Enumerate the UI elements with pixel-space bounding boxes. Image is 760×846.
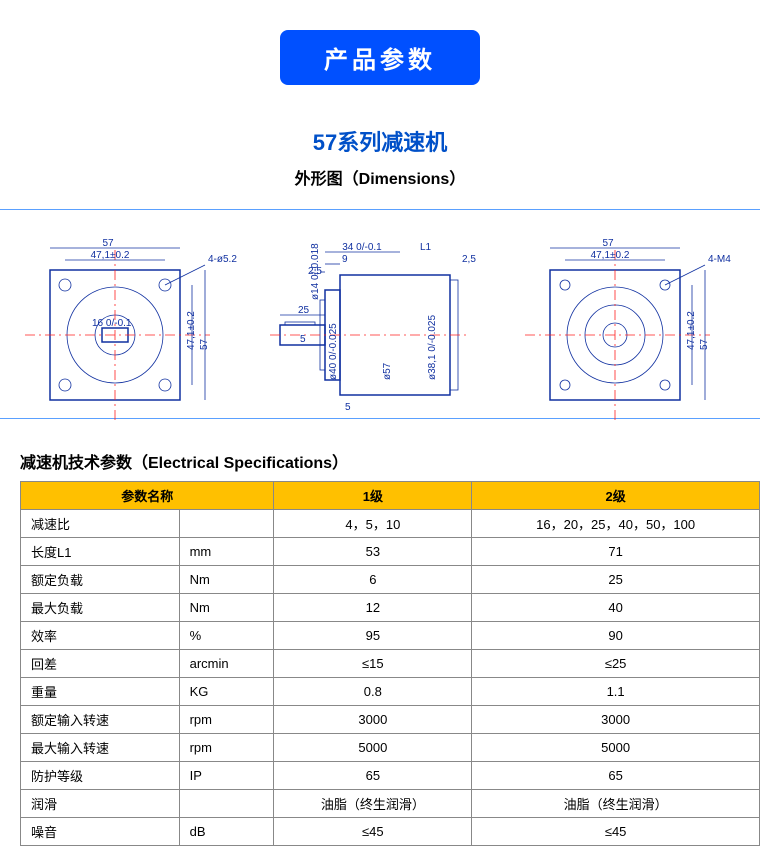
dimensions-subtitle: 外形图（Dimensions） (0, 165, 760, 189)
param-label: 额定输入转速 (21, 706, 180, 734)
param-level1: 5000 (274, 734, 472, 762)
param-label: 最大负载 (21, 594, 180, 622)
param-label: 减速比 (21, 510, 180, 538)
param-level2: ≤25 (472, 650, 760, 678)
dim-text: ø38,1 0/-0.025 (427, 315, 438, 380)
param-unit: IP (179, 762, 274, 790)
dimension-drawing: 57 47,1±0.2 4-ø5.2 16 0/-0.1 47,1±0.2 57… (0, 209, 760, 419)
table-row: 防护等级IP6565 (21, 762, 760, 790)
param-unit (179, 790, 274, 818)
dim-text: ø40 0/-0.025 (328, 323, 339, 380)
dim-text: 57 (602, 238, 614, 249)
param-level1: 6 (274, 566, 472, 594)
table-row: 长度L1mm5371 (21, 538, 760, 566)
col-header-level2: 2级 (472, 482, 760, 510)
dim-text: 5 (345, 402, 351, 413)
col-header-param: 参数名称 (21, 482, 274, 510)
param-label: 额定负载 (21, 566, 180, 594)
table-row: 润滑 油脂（终生润滑）油脂（终生润滑） (21, 790, 760, 818)
param-unit: arcmin (179, 650, 274, 678)
param-unit: Nm (179, 594, 274, 622)
dim-text: 4-M4 (708, 254, 731, 265)
spec-table: 参数名称 1级 2级 减速比4，5，1016，20，25，40，50，100长度… (20, 481, 760, 846)
param-label: 防护等级 (21, 762, 180, 790)
table-row: 重量KG0.81.1 (21, 678, 760, 706)
param-label: 回差 (21, 650, 180, 678)
dim-text: 57 (102, 238, 114, 249)
param-unit: KG (179, 678, 274, 706)
dim-text: ø14 0/-0.018 (310, 243, 321, 300)
param-unit: dB (179, 818, 274, 846)
dim-text: 4-ø5.2 (208, 254, 237, 265)
param-unit: Nm (179, 566, 274, 594)
dim-text: ø57 (382, 362, 393, 380)
param-level1: ≤45 (274, 818, 472, 846)
dim-text: L1 (420, 242, 432, 253)
param-unit: rpm (179, 734, 274, 762)
dim-text: 5 (300, 334, 306, 345)
param-level1: 12 (274, 594, 472, 622)
table-row: 回差arcmin≤15≤25 (21, 650, 760, 678)
dim-text: 25 (298, 305, 310, 316)
param-level1: 油脂（终生润滑） (274, 790, 472, 818)
table-row: 最大负载Nm1240 (21, 594, 760, 622)
param-label: 噪音 (21, 818, 180, 846)
spec-section-title: 减速机技术参数（Electrical Specifications） (20, 449, 760, 473)
dim-text: 47,1±0.2 (186, 311, 197, 350)
series-title: 57系列减速机 (0, 125, 760, 157)
dim-text: 57 (699, 338, 710, 350)
param-level1: 65 (274, 762, 472, 790)
table-row: 噪音dB≤45≤45 (21, 818, 760, 846)
header-badge: 产品参数 (280, 30, 480, 85)
dim-text: 47,1±0.2 (91, 250, 130, 261)
param-level1: 53 (274, 538, 472, 566)
param-level2: 71 (472, 538, 760, 566)
table-row: 最大输入转速rpm50005000 (21, 734, 760, 762)
param-level1: ≤15 (274, 650, 472, 678)
param-level1: 95 (274, 622, 472, 650)
dim-text: 34 0/-0.1 (342, 242, 382, 253)
dim-text: 16 0/-0.1 (92, 318, 132, 329)
param-label: 最大输入转速 (21, 734, 180, 762)
table-row: 减速比 4，5，1016，20，25，40，50，100 (21, 510, 760, 538)
param-level2: 40 (472, 594, 760, 622)
table-row: 效率%9590 (21, 622, 760, 650)
table-row: 额定输入转速rpm30003000 (21, 706, 760, 734)
param-level2: 65 (472, 762, 760, 790)
param-level1: 0.8 (274, 678, 472, 706)
param-label: 润滑 (21, 790, 180, 818)
dim-text: 2,5 (462, 254, 476, 265)
param-label: 长度L1 (21, 538, 180, 566)
param-level2: 油脂（终生润滑） (472, 790, 760, 818)
param-unit: mm (179, 538, 274, 566)
dim-text: 57 (199, 338, 210, 350)
param-level1: 3000 (274, 706, 472, 734)
col-header-level1: 1级 (274, 482, 472, 510)
param-level1: 4，5，10 (274, 510, 472, 538)
param-unit: % (179, 622, 274, 650)
param-level2: 3000 (472, 706, 760, 734)
param-label: 重量 (21, 678, 180, 706)
param-level2: 25 (472, 566, 760, 594)
param-level2: 90 (472, 622, 760, 650)
param-level2: 1.1 (472, 678, 760, 706)
param-level2: 5000 (472, 734, 760, 762)
dim-text: 47,1±0.2 (686, 311, 697, 350)
param-unit: rpm (179, 706, 274, 734)
param-unit (179, 510, 274, 538)
param-level2: 16，20，25，40，50，100 (472, 510, 760, 538)
table-row: 额定负载Nm625 (21, 566, 760, 594)
dim-text: 47,1±0.2 (591, 250, 630, 261)
param-level2: ≤45 (472, 818, 760, 846)
dim-text: 9 (342, 254, 348, 265)
param-label: 效率 (21, 622, 180, 650)
